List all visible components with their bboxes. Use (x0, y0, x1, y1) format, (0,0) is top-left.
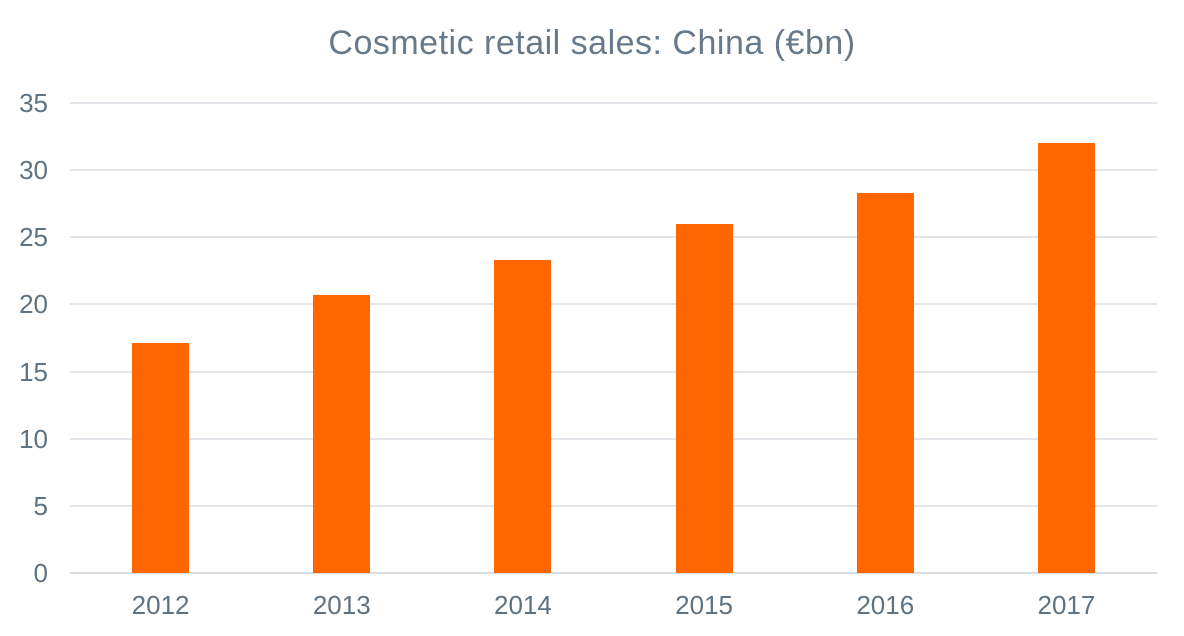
bar-2015 (675, 223, 733, 573)
y-axis: 0 5 10 15 20 25 30 35 (0, 90, 48, 586)
y-tick-label: 0 (33, 558, 48, 588)
gridline (70, 169, 1157, 172)
y-tick-label: 5 (33, 490, 48, 521)
gridline (70, 236, 1157, 239)
bar-2017 (1037, 143, 1095, 573)
bar-2014 (494, 260, 552, 573)
bar-slot (976, 103, 1157, 573)
x-tick-label: 2015 (675, 590, 734, 620)
x-axis: 2012 2013 2014 2015 2016 2017 (70, 589, 1157, 621)
chart-title: Cosmetic retail sales: China (€bn) (328, 24, 856, 62)
y-tick-label: 20 (19, 289, 48, 320)
gridline (70, 370, 1157, 373)
x-axis-line (70, 572, 1157, 574)
gridline (70, 504, 1157, 507)
x-tick-label: 2016 (856, 590, 915, 620)
bar-2012 (132, 343, 190, 573)
x-tick-label: 2012 (131, 590, 190, 620)
y-tick-label: 15 (19, 356, 48, 387)
x-tick-label: 2013 (312, 590, 371, 620)
bar-2016 (856, 192, 914, 573)
y-tick-label: 35 (19, 88, 48, 118)
gridline (70, 102, 1157, 104)
bar-slot (795, 103, 976, 573)
y-tick-label: 25 (19, 222, 48, 253)
bar-slot (614, 103, 795, 573)
bars-row (70, 103, 1157, 573)
x-tick-label: 2017 (1037, 590, 1096, 620)
bar-slot (251, 103, 432, 573)
gridline (70, 437, 1157, 440)
bar-slot (432, 103, 613, 573)
x-tick-label: 2014 (494, 590, 552, 620)
bar-slot (70, 103, 251, 573)
y-tick-label: 10 (19, 423, 48, 454)
gridline (70, 303, 1157, 306)
bar-2013 (313, 295, 371, 573)
y-tick-label: 30 (19, 155, 48, 186)
plot-area (70, 102, 1157, 574)
